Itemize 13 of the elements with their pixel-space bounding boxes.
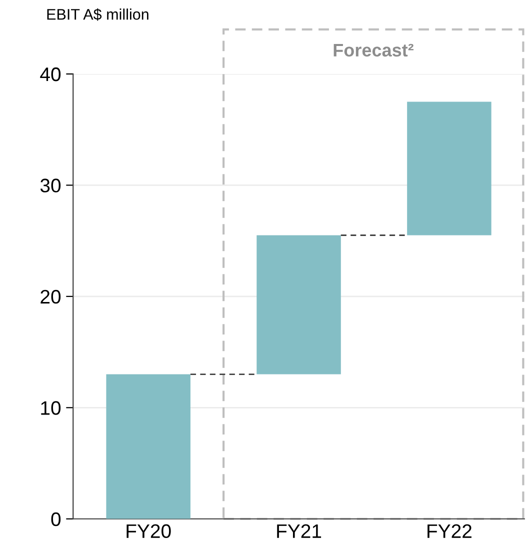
x-tick-label: FY21 <box>277 524 322 538</box>
y-tick-label: 20 <box>40 290 61 304</box>
bar <box>407 102 492 236</box>
y-tick-label: 0 <box>51 512 61 526</box>
bar <box>256 235 341 374</box>
bar <box>106 374 190 519</box>
text: Forecast² <box>334 44 414 57</box>
x-tick-label: FY22 <box>428 524 472 538</box>
x-tick-label: FY20 <box>126 524 171 538</box>
y-tick-label: 30 <box>40 178 61 192</box>
y-tick-label: 10 <box>41 401 61 415</box>
y-tick-label: 40 <box>40 67 61 82</box>
y-axis-title: EBIT A$ million <box>47 8 148 21</box>
